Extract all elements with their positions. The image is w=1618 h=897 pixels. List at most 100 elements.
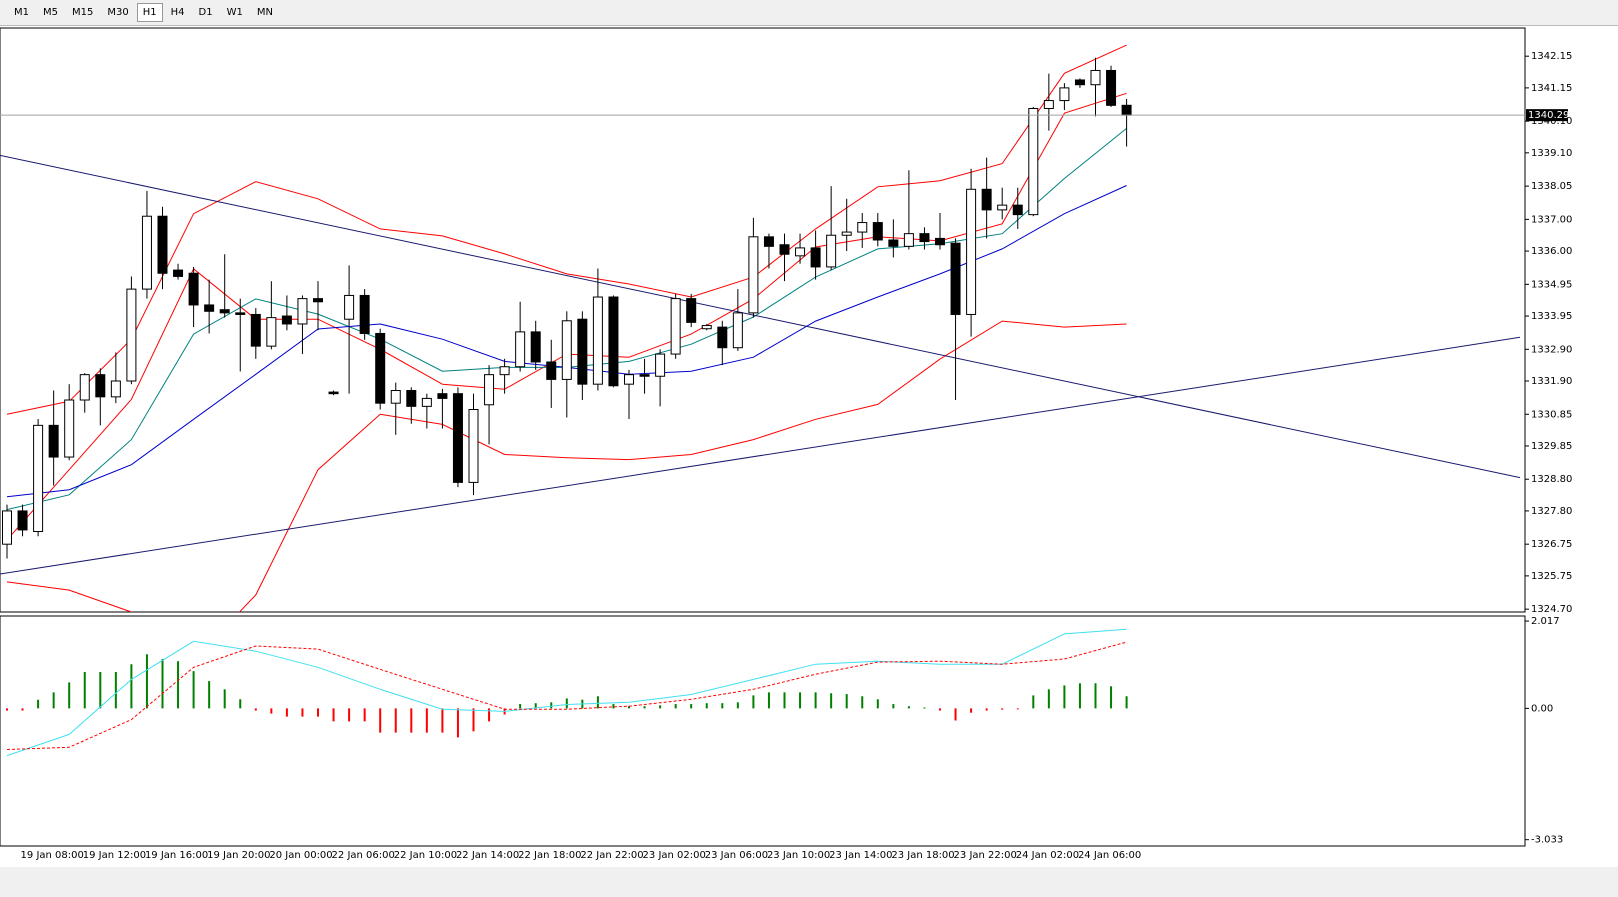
candle-body: [639, 374, 650, 377]
histogram-bar: [1110, 686, 1113, 709]
y-tick-label: 1334.95: [1531, 279, 1572, 290]
macd-frame: [0, 615, 1526, 847]
histogram-bar: [83, 672, 86, 709]
candle-body: [390, 390, 401, 404]
candle-body: [344, 294, 355, 320]
candle-body: [126, 288, 137, 382]
candle-body: [79, 374, 90, 401]
histogram-bar: [130, 664, 133, 709]
histogram-bar: [270, 708, 273, 714]
x-tick-label: 19 Jan 12:00: [83, 850, 146, 861]
chart: 1342.15 1341.15 1340.10 1339.10 1338.05 1337.…: [0, 27, 1618, 897]
indicator-line: [6, 641, 1127, 750]
x-tick-label: 20 Jan 00:00: [269, 850, 332, 861]
x-tick-label: 24 Jan 02:00: [1016, 850, 1079, 861]
histogram-bar: [394, 708, 397, 733]
candle-body: [748, 236, 759, 314]
candle-body: [33, 424, 44, 533]
histogram-bar: [783, 692, 786, 709]
histogram-bar: [736, 702, 739, 709]
histogram-bar: [1078, 683, 1081, 709]
candle-body: [577, 318, 588, 385]
histogram-bar: [1094, 683, 1097, 709]
timeframe-button[interactable]: H4: [170, 7, 185, 18]
histogram-bar: [114, 672, 117, 709]
histogram-bar: [6, 708, 8, 711]
timeframe-button[interactable]: W1: [226, 7, 243, 18]
candle-body: [1012, 204, 1023, 216]
histogram-bar: [488, 708, 491, 722]
histogram-bar: [1001, 708, 1004, 710]
histogram-bar: [254, 708, 257, 711]
timeframe-button[interactable]: H1: [136, 3, 163, 22]
histogram-bar: [192, 671, 195, 709]
candle-body: [655, 353, 666, 377]
histogram-bar: [674, 704, 677, 709]
candle-body: [406, 390, 417, 407]
candle-body: [281, 315, 292, 325]
candle-body: [1059, 87, 1070, 102]
y-tick-label: 1336.00: [1531, 246, 1572, 257]
timeframe-button[interactable]: D1: [198, 7, 213, 18]
candle-body: [903, 233, 914, 247]
candle-body: [919, 233, 930, 243]
candle-body: [935, 237, 945, 246]
candle-body: [717, 326, 728, 349]
candle-body: [219, 309, 230, 314]
indicator-line: [6, 628, 1127, 757]
candle-body: [997, 204, 1008, 211]
x-tick-label: 19 Jan 20:00: [207, 850, 270, 861]
candle-body: [173, 269, 184, 277]
histogram-bar: [845, 694, 848, 709]
histogram-bar: [1032, 695, 1035, 709]
histogram-bar: [363, 708, 366, 722]
candle-body: [1028, 107, 1039, 216]
y-tick-label: 1328.80: [1531, 474, 1572, 485]
x-tick-label: 22 Jan 14:00: [456, 850, 519, 861]
histogram-bar: [52, 692, 55, 709]
x-tick-label: 23 Jan 14:00: [829, 850, 892, 861]
candle-body: [204, 304, 215, 312]
candle-body: [110, 380, 121, 398]
timeframe-button[interactable]: MN: [256, 7, 273, 18]
candle-body: [1090, 69, 1101, 86]
histogram-bar: [985, 708, 988, 711]
histogram-bar: [285, 708, 288, 717]
candle-body: [157, 215, 168, 274]
timeframe-button[interactable]: M30: [107, 7, 129, 18]
x-tick-label: 23 Jan 18:00: [891, 850, 954, 861]
candle-body: [375, 332, 386, 404]
candle-body: [452, 393, 463, 483]
candle-body: [2, 510, 12, 545]
x-tick-label: 23 Jan 10:00: [767, 850, 830, 861]
timeframe-button[interactable]: M5: [43, 7, 58, 18]
last-price-box: [1526, 109, 1568, 122]
timeframe-button[interactable]: M15: [72, 7, 94, 18]
timeframe-toolbar: M1 M5 M15 M30 H1 H4 D1 W1 MN: [0, 0, 1618, 26]
candle-body: [1074, 79, 1085, 86]
y-tick-label: 1327.80: [1531, 506, 1572, 517]
y-tick-label: 2.017: [1531, 616, 1560, 627]
x-tick-label: 22 Jan 06:00: [332, 850, 395, 861]
timeframe-button[interactable]: M1: [14, 7, 29, 18]
candle-body: [297, 298, 308, 325]
histogram-bar: [534, 703, 537, 709]
histogram-bar: [876, 699, 879, 709]
candle-body: [810, 247, 821, 268]
histogram-bar: [472, 708, 475, 732]
y-tick-label: -3.033: [1531, 835, 1563, 846]
histogram-bar: [410, 708, 413, 733]
histogram-bar: [596, 696, 599, 709]
histogram-bar: [145, 654, 148, 709]
histogram-bar: [223, 689, 226, 709]
histogram-bar: [1063, 685, 1066, 709]
histogram-bar: [519, 704, 522, 709]
candle-body: [328, 391, 339, 395]
histogram-bar: [861, 696, 864, 709]
histogram-bar: [907, 706, 910, 709]
histogram-bar: [814, 692, 817, 709]
histogram-bar: [301, 708, 304, 717]
x-tick-label: 22 Jan 22:00: [580, 850, 643, 861]
histogram-bar: [799, 692, 802, 709]
candle-body: [872, 222, 883, 241]
